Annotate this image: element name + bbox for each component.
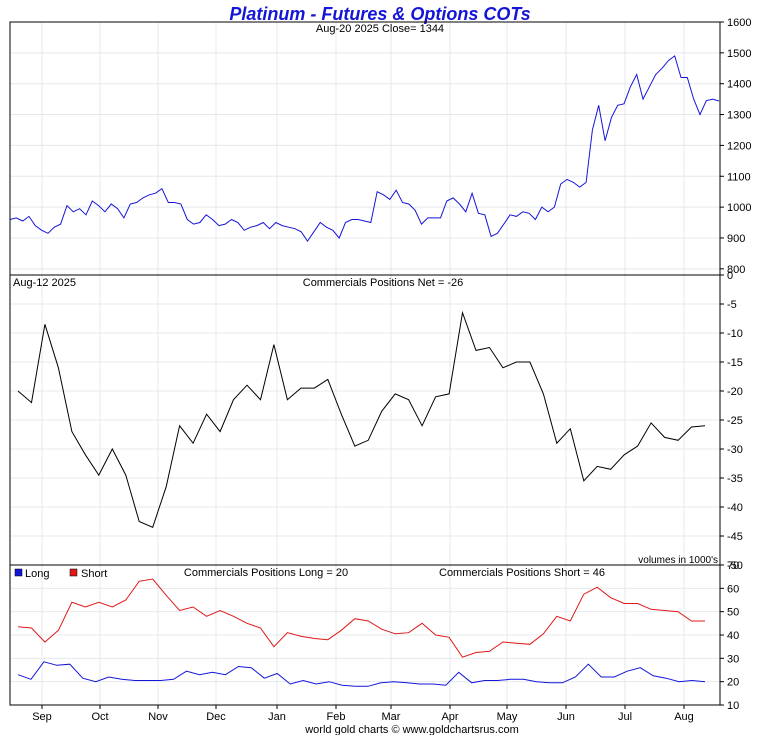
y-tick-label: 70 xyxy=(727,560,739,572)
y-tick-label: -15 xyxy=(727,357,743,369)
series-line-net xyxy=(17,310,706,528)
legend-label-long: Long xyxy=(25,568,49,580)
panel-3: 10 20 30 40 50 60 70 xyxy=(9,560,739,712)
x-tick-label: Feb xyxy=(327,711,346,723)
y-tick-label: 40 xyxy=(727,630,739,642)
chart-footer: world gold charts © www.goldchartsrus.co… xyxy=(304,724,519,735)
y-tick-label: 30 xyxy=(727,653,739,665)
legend-swatch-short xyxy=(69,568,78,577)
y-tick-label: -50 xyxy=(727,560,743,572)
x-tick-label: Apr xyxy=(441,711,458,723)
price-subtitle: Aug-20 2025 Close= 1344 xyxy=(316,23,444,35)
legend-label-short: Short xyxy=(81,568,107,580)
volume-note: volumes in 1000's xyxy=(638,555,718,566)
y-tick-label: 10 xyxy=(727,700,739,712)
x-tick-label: Jun xyxy=(557,711,575,723)
y-tick-label: -35 xyxy=(727,473,743,485)
x-tick-label: May xyxy=(497,711,518,723)
panel-frame xyxy=(9,564,721,706)
legend: Long Short xyxy=(14,568,107,580)
y-tick-label: -45 xyxy=(727,531,743,543)
panel-1: 800 900 1000 1100 1200 1300 1400 1500 1600 xyxy=(9,17,751,276)
panel-2: 0 -5 -10 -15 -20 -25 -30 -35 -40 -45 -50 xyxy=(9,270,743,572)
x-axis: Sep Oct Nov Dec Jan Feb Mar Apr May Jun Jul Aug xyxy=(32,705,694,723)
series-line-short xyxy=(17,578,705,658)
y-tick-label: 1200 xyxy=(727,140,751,152)
y-tick-label: -20 xyxy=(727,386,743,398)
y-tick-label: 1400 xyxy=(727,79,751,91)
series-line-price xyxy=(9,55,720,242)
y-tick-label: 1500 xyxy=(727,48,751,60)
y-tick-label: 800 xyxy=(727,264,745,276)
y-tick-label: 1100 xyxy=(727,171,751,183)
net-date-label: Aug-12 2025 xyxy=(13,277,76,289)
x-tick-label: Nov xyxy=(148,711,168,723)
x-tick-label: Jul xyxy=(618,711,632,723)
y-tick-label: -5 xyxy=(727,299,737,311)
short-subtitle: Commercials Positions Short = 46 xyxy=(439,567,605,579)
y-tick-label: 0 xyxy=(727,270,733,282)
y-tick-label: -30 xyxy=(727,444,743,456)
y-tick-label: 20 xyxy=(727,677,739,689)
y-tick-label: 1000 xyxy=(727,202,751,214)
legend-swatch-long xyxy=(14,568,23,577)
y-tick-label: -10 xyxy=(727,328,743,340)
y-tick-label: -25 xyxy=(727,415,743,427)
y-tick-label: 50 xyxy=(727,607,739,619)
series-line-long xyxy=(17,661,706,687)
y-tick-label: 1300 xyxy=(727,110,751,122)
x-tick-label: Mar xyxy=(382,711,401,723)
x-tick-label: Aug xyxy=(674,711,694,723)
y-tick-label: 60 xyxy=(727,583,739,595)
net-subtitle: Commercials Positions Net = -26 xyxy=(303,277,463,289)
x-tick-label: Oct xyxy=(91,711,108,723)
x-tick-label: Dec xyxy=(206,711,226,723)
long-subtitle: Commercials Positions Long = 20 xyxy=(184,567,348,579)
x-tick-label: Sep xyxy=(32,711,52,723)
chart-title: Platinum - Futures & Options COTs xyxy=(229,4,530,24)
y-tick-label: 1600 xyxy=(727,17,751,29)
y-tick-label: -40 xyxy=(727,502,743,514)
y-tick-label: 900 xyxy=(727,233,745,245)
panel-frame xyxy=(9,21,721,276)
x-tick-label: Jan xyxy=(268,711,286,723)
chart-panels: 800 900 1000 1100 1200 1300 1400 1500 1600 0 -5 -10… xyxy=(9,17,751,723)
